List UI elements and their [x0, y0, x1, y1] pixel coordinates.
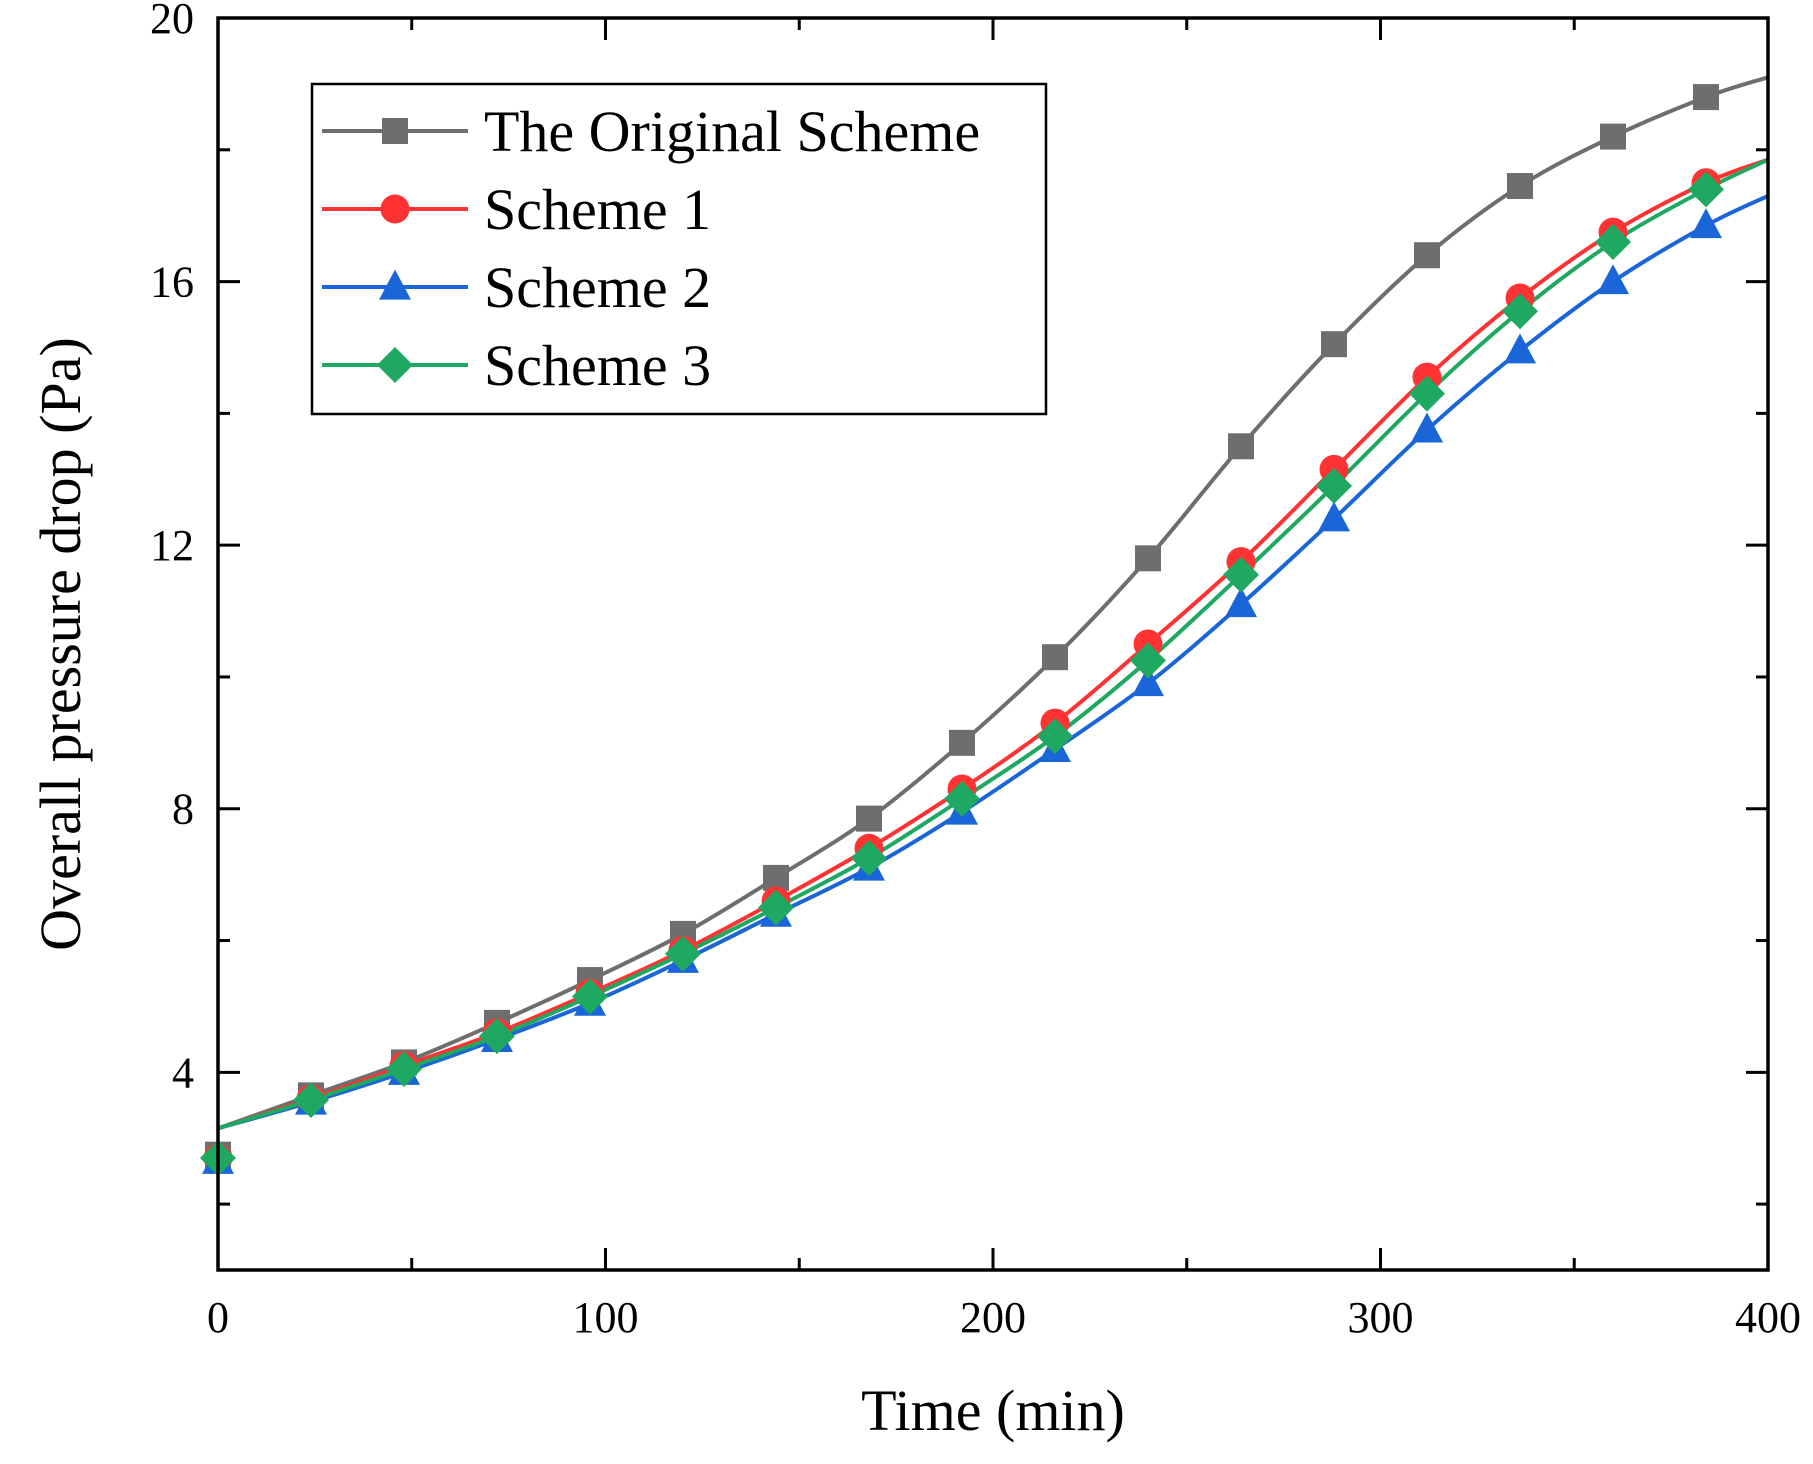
series-markers	[200, 84, 1724, 1176]
square-marker	[1135, 545, 1161, 572]
y-tick-label: 20	[150, 0, 194, 43]
legend-label: Scheme 1	[484, 177, 711, 242]
square-marker	[1693, 84, 1719, 111]
triangle-marker	[1597, 264, 1629, 295]
diamond-marker	[758, 889, 794, 926]
square-marker	[949, 729, 975, 756]
diamond-marker	[293, 1081, 329, 1118]
diamond-marker	[1223, 556, 1259, 593]
legend-label: Scheme 2	[484, 255, 711, 320]
square-marker	[1600, 123, 1626, 150]
y-axis: 4 8 12 16 20	[150, 0, 1768, 1206]
y-tick-label: 4	[172, 1048, 194, 1097]
y-tick-label: 8	[172, 785, 194, 834]
legend-circle-marker	[380, 194, 410, 224]
x-tick-label: 100	[573, 1293, 639, 1342]
square-marker	[1228, 433, 1254, 460]
x-tick-label: 300	[1348, 1293, 1414, 1342]
diamond-marker	[479, 1018, 515, 1055]
triangle-marker	[1411, 412, 1443, 443]
x-axis: 0 100 200 300 400	[207, 18, 1801, 1342]
diamond-marker	[1502, 293, 1538, 330]
square-marker	[1042, 644, 1068, 671]
diamond-marker	[944, 780, 980, 817]
square-marker	[1507, 173, 1533, 200]
diamond-marker	[1409, 375, 1445, 412]
x-tick-label: 400	[1735, 1293, 1801, 1342]
y-tick-label: 12	[150, 521, 194, 570]
y-tick-label: 16	[150, 258, 194, 307]
legend-square-marker	[382, 118, 408, 144]
x-tick-label: 200	[960, 1293, 1026, 1342]
square-marker	[856, 805, 882, 832]
legend-triangle-marker	[379, 269, 411, 300]
triangle-marker	[1690, 208, 1722, 239]
diamond-marker	[665, 935, 701, 972]
square-marker	[1414, 242, 1440, 269]
diamond-marker	[1316, 467, 1352, 504]
triangle-marker	[1318, 501, 1350, 532]
legend-diamond-marker	[377, 347, 413, 383]
diamond-marker	[1688, 171, 1724, 208]
legend-label: The Original Scheme	[484, 99, 980, 164]
legend: The Original Scheme Scheme 1 Scheme 2 Schem…	[310, 82, 1048, 416]
diamond-marker	[1037, 718, 1073, 755]
triangle-marker	[1225, 587, 1257, 618]
triangle-marker	[1132, 666, 1164, 697]
diamond-marker	[1595, 224, 1631, 261]
x-axis-title: Time (min)	[861, 1378, 1125, 1443]
triangle-marker	[1504, 333, 1536, 364]
diamond-marker	[386, 1051, 422, 1088]
x-tick-label: 0	[207, 1293, 229, 1342]
legend-box	[310, 82, 1048, 416]
square-marker	[1321, 331, 1347, 358]
diamond-marker	[851, 840, 887, 877]
diamond-marker	[572, 978, 608, 1015]
legend-label: Scheme 3	[484, 333, 711, 398]
diamond-marker	[1130, 642, 1166, 679]
y-axis-title: Overall pressure drop (Pa)	[28, 337, 93, 951]
